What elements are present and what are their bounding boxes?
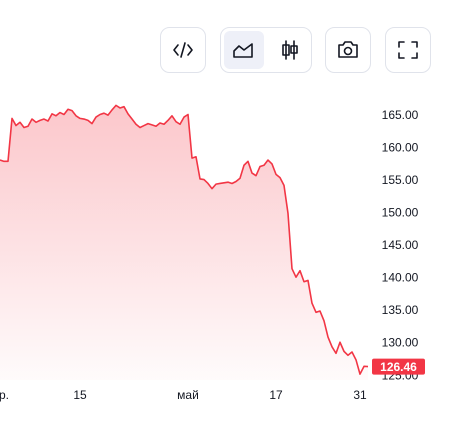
toolbar [160, 27, 431, 73]
y-tick-label: 140.00 [382, 271, 419, 285]
y-tick-label: 150.00 [382, 206, 419, 220]
current-price-tag [372, 358, 425, 375]
y-tick-label: 160.00 [382, 141, 419, 155]
fullscreen-button[interactable] [385, 27, 431, 73]
current-price-label: 126.46 [380, 360, 417, 374]
y-tick-label: 155.00 [382, 173, 419, 187]
price-line [0, 104, 369, 375]
area-chart-button[interactable] [224, 31, 264, 69]
x-tick-label: май [177, 388, 199, 402]
y-tick-label: 135.00 [382, 303, 419, 317]
area-fill [0, 105, 368, 380]
y-tick-label: 165.00 [382, 108, 419, 122]
candle-chart-button[interactable] [282, 40, 298, 60]
x-tick-label: р. [0, 388, 9, 402]
y-tick-label: 145.00 [382, 238, 419, 252]
x-tick-label: 31 [353, 388, 367, 402]
x-tick-label: 15 [73, 388, 87, 402]
embed-button[interactable] [160, 27, 206, 73]
x-tick-label: 17 [269, 388, 283, 402]
plot-area: 125.00130.00135.00140.00145.00150.00155.… [0, 104, 425, 402]
y-tick-label: 130.00 [382, 336, 419, 350]
screenshot-button[interactable] [325, 27, 371, 73]
